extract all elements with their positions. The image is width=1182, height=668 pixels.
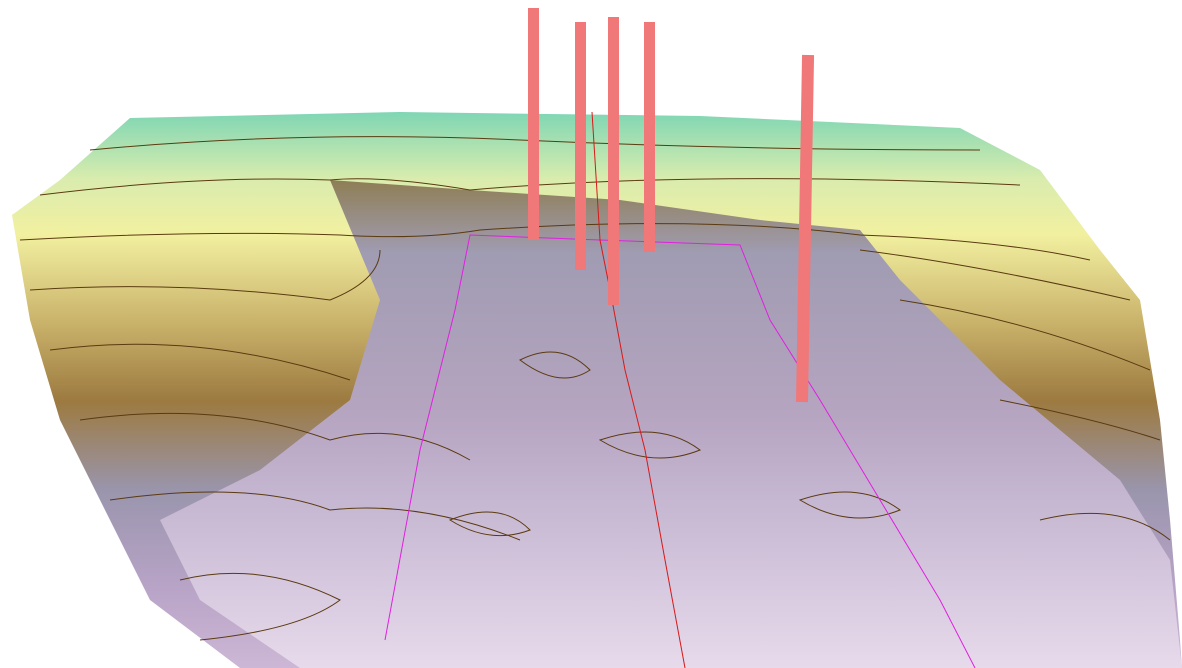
well-columns bbox=[528, 8, 815, 403]
well bbox=[528, 8, 539, 240]
contour-lines bbox=[19, 136, 1171, 641]
well bbox=[795, 54, 815, 403]
profile-line bbox=[591, 111, 686, 668]
well bbox=[644, 22, 655, 252]
terrain-basin bbox=[160, 180, 1182, 668]
well bbox=[575, 22, 586, 270]
boundary-line bbox=[384, 234, 976, 668]
well bbox=[608, 17, 619, 305]
